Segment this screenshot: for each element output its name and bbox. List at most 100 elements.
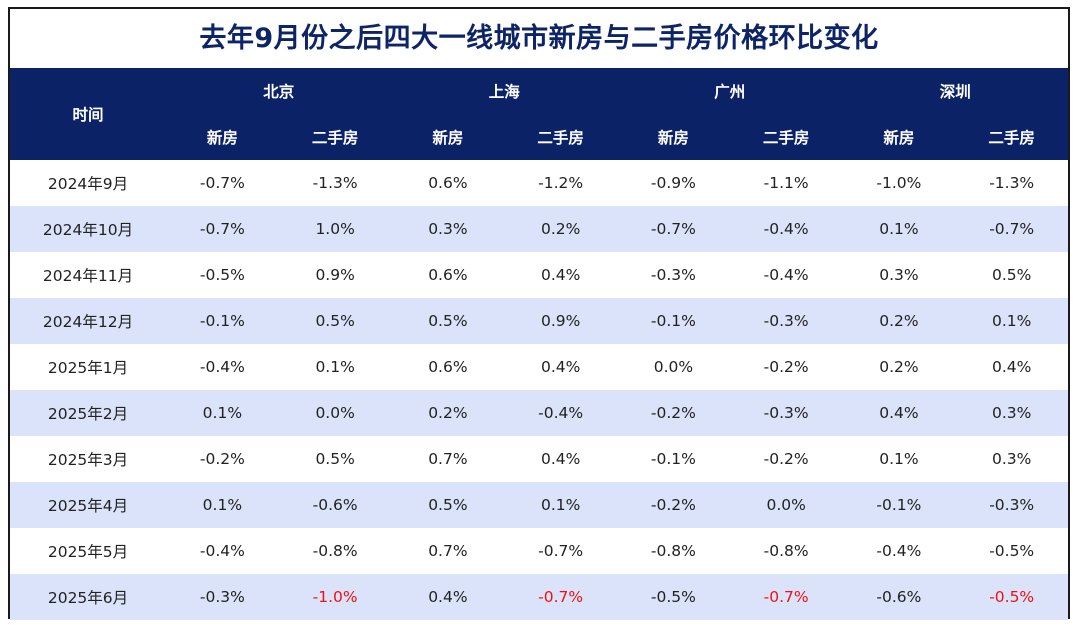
- header-time: 时间: [10, 68, 166, 160]
- cell-value: -0.4%: [166, 344, 279, 390]
- cell-value: -0.8%: [729, 528, 843, 574]
- cell-value: 0.0%: [617, 344, 730, 390]
- cell-value: 0.7%: [391, 436, 505, 482]
- cell-value: -0.8%: [278, 528, 392, 574]
- table-row: 2025年5月 -0.4% -0.8% 0.7% -0.7% -0.8% -0.8% -0.4…: [10, 528, 1069, 574]
- cell-value: -0.1%: [617, 298, 730, 344]
- cell-value: -0.5%: [166, 252, 279, 298]
- cell-value: 0.4%: [842, 390, 956, 436]
- cell-value: -1.0%: [278, 574, 392, 620]
- header-city-shenzhen: 深圳: [842, 68, 1069, 114]
- cell-value: -0.2%: [729, 344, 843, 390]
- cell-value: -0.7%: [504, 574, 618, 620]
- cell-value: 0.5%: [391, 482, 505, 528]
- cell-value: -0.9%: [617, 160, 730, 206]
- cell-time: 2024年12月: [10, 298, 166, 344]
- cell-time: 2025年3月: [10, 436, 166, 482]
- cell-value: -0.4%: [729, 206, 843, 252]
- table-row: 2024年11月 -0.5% 0.9% 0.6% 0.4% -0.3% -0.4% 0.3% 0…: [10, 252, 1069, 298]
- cell-value: -0.7%: [955, 206, 1069, 252]
- cell-value: -0.3%: [166, 574, 279, 620]
- cell-time: 2024年11月: [10, 252, 166, 298]
- header-city-shanghai: 上海: [391, 68, 618, 114]
- table-frame: 去年9月份之后四大一线城市新房与二手房价格环比变化 时间 北京 上海 广州 深圳…: [8, 7, 1070, 620]
- cell-value: -0.4%: [504, 390, 618, 436]
- cell-value: -0.2%: [166, 436, 279, 482]
- cell-value: 0.2%: [391, 390, 505, 436]
- header-row-cities: 时间 北京 上海 广州 深圳: [10, 68, 1069, 160]
- cell-value: -0.4%: [729, 252, 843, 298]
- cell-time: 2025年4月: [10, 482, 166, 528]
- header-sub-second-hand: 二手房: [504, 114, 618, 160]
- cell-value: 0.6%: [391, 344, 505, 390]
- cell-value: 0.9%: [504, 298, 618, 344]
- cell-value: -1.1%: [729, 160, 843, 206]
- cell-value: 0.4%: [955, 344, 1069, 390]
- cell-value: -1.3%: [278, 160, 392, 206]
- cell-value: 1.0%: [278, 206, 392, 252]
- page-title: 去年9月份之后四大一线城市新房与二手房价格环比变化: [199, 23, 879, 54]
- cell-time: 2025年2月: [10, 390, 166, 436]
- cell-value: 0.2%: [504, 206, 618, 252]
- table-header: 时间 北京 上海 广州 深圳 新房 二手房 新房 二手房 新房 二手房 新房 二…: [10, 68, 1069, 160]
- table-row: 2024年9月 -0.7% -1.3% 0.6% -1.2% -0.9% -1.1% -1.0…: [10, 160, 1069, 206]
- cell-value: -0.3%: [729, 298, 843, 344]
- cell-time: 2025年6月: [10, 574, 166, 620]
- cell-value: 0.5%: [278, 436, 392, 482]
- cell-value: -0.6%: [278, 482, 392, 528]
- table-row: 2025年1月 -0.4% 0.1% 0.6% 0.4% 0.0% -0.2% 0.2% 0.4…: [10, 344, 1069, 390]
- cell-value: 0.9%: [278, 252, 392, 298]
- cell-value: 0.4%: [391, 574, 505, 620]
- cell-value: -0.4%: [166, 528, 279, 574]
- header-sub-new: 新房: [617, 114, 730, 160]
- cell-time: 2025年1月: [10, 344, 166, 390]
- cell-value: 0.7%: [391, 528, 505, 574]
- table-row: 2024年12月 -0.1% 0.5% 0.5% 0.9% -0.1% -0.3% 0.2% 0…: [10, 298, 1069, 344]
- table-body: 2024年9月 -0.7% -1.3% 0.6% -1.2% -0.9% -1.1% -1.0…: [10, 160, 1069, 620]
- cell-value: -0.7%: [617, 206, 730, 252]
- cell-value: 0.1%: [166, 482, 279, 528]
- cell-value: 0.3%: [955, 390, 1069, 436]
- header-sub-new: 新房: [166, 114, 279, 160]
- cell-value: 0.5%: [391, 298, 505, 344]
- header-row-subtypes: 新房 二手房 新房 二手房 新房 二手房 新房 二手房: [10, 114, 1069, 160]
- cell-value: -0.2%: [617, 482, 730, 528]
- header-city-guangzhou: 广州: [617, 68, 843, 114]
- cell-value: -0.5%: [617, 574, 730, 620]
- cell-value: 0.1%: [955, 298, 1069, 344]
- cell-value: 0.1%: [842, 206, 956, 252]
- cell-value: -0.1%: [166, 298, 279, 344]
- cell-time: 2024年10月: [10, 206, 166, 252]
- cell-time: 2025年5月: [10, 528, 166, 574]
- cell-value: -0.6%: [842, 574, 956, 620]
- cell-value: 0.2%: [842, 344, 956, 390]
- cell-value: 0.3%: [391, 206, 505, 252]
- cell-value: -0.1%: [617, 436, 730, 482]
- cell-value: -1.0%: [842, 160, 956, 206]
- cell-value: 0.6%: [391, 252, 505, 298]
- cell-value: 0.5%: [955, 252, 1069, 298]
- cell-value: -0.5%: [955, 528, 1069, 574]
- cell-value: -0.2%: [729, 436, 843, 482]
- header-sub-second-hand: 二手房: [278, 114, 392, 160]
- header-sub-second-hand: 二手房: [729, 114, 843, 160]
- cell-value: 0.3%: [842, 252, 956, 298]
- price-change-table: 时间 北京 上海 广州 深圳 新房 二手房 新房 二手房 新房 二手房 新房 二…: [10, 68, 1069, 620]
- cell-value: 0.5%: [278, 298, 392, 344]
- cell-value: -0.4%: [842, 528, 956, 574]
- table-row: 2024年10月 -0.7% 1.0% 0.3% 0.2% -0.7% -0.4% 0.1% -…: [10, 206, 1069, 252]
- cell-value: -0.7%: [729, 574, 843, 620]
- cell-value: -0.1%: [842, 482, 956, 528]
- table-row: 2025年6月 -0.3% -1.0% 0.4% -0.7% -0.5% -0.7% -0.6…: [10, 574, 1069, 620]
- cell-value: -0.3%: [617, 252, 730, 298]
- cell-value: 0.1%: [842, 436, 956, 482]
- cell-value: -0.5%: [955, 574, 1069, 620]
- cell-value: -0.7%: [166, 160, 279, 206]
- cell-time: 2024年9月: [10, 160, 166, 206]
- cell-value: 0.1%: [166, 390, 279, 436]
- cell-value: -1.2%: [504, 160, 618, 206]
- cell-value: 0.1%: [504, 482, 618, 528]
- cell-value: 0.2%: [842, 298, 956, 344]
- cell-value: -0.3%: [729, 390, 843, 436]
- header-sub-second-hand: 二手房: [955, 114, 1069, 160]
